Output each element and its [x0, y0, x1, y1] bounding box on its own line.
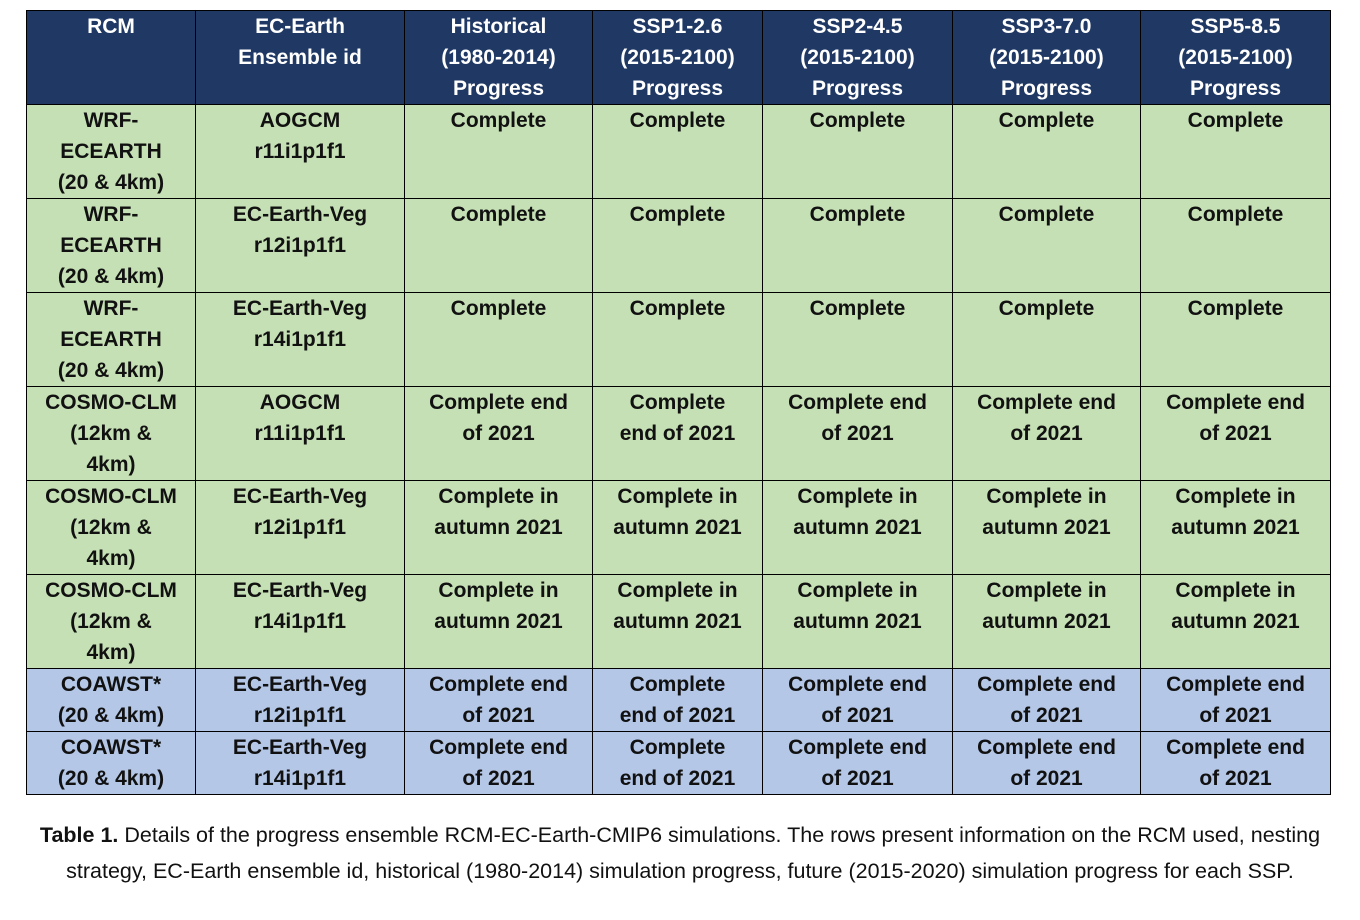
header-rcm: RCM — [26, 10, 196, 105]
cell-ensemble: AOGCM r11i1p1f1 — [195, 104, 405, 199]
cell-ensemble: EC-Earth-Veg r12i1p1f1 — [195, 198, 405, 293]
cell-ensemble: EC-Earth-Veg r12i1p1f1 — [195, 480, 405, 575]
cell-ssp245: Complete end of 2021 — [762, 731, 953, 795]
cell-historical: Complete — [404, 292, 593, 387]
cell-ssp126: Complete end of 2021 — [592, 731, 763, 795]
cell-ssp585: Complete — [1140, 104, 1331, 199]
table-caption: Table 1. Details of the progress ensembl… — [0, 817, 1360, 889]
cell-historical: Complete end of 2021 — [404, 731, 593, 795]
cell-rcm: COSMO-CLM (12km & 4km) — [26, 386, 196, 481]
cell-ssp370: Complete end of 2021 — [952, 731, 1141, 795]
progress-table: RCM EC-Earth Ensemble id Historical (198… — [26, 10, 1331, 795]
header-ensemble-id: EC-Earth Ensemble id — [195, 10, 405, 105]
cell-rcm: WRF- ECEARTH (20 & 4km) — [26, 292, 196, 387]
cell-ensemble: EC-Earth-Veg r12i1p1f1 — [195, 668, 405, 732]
cell-ssp370: Complete end of 2021 — [952, 386, 1141, 481]
cell-ssp245: Complete — [762, 198, 953, 293]
cell-historical: Complete end of 2021 — [404, 386, 593, 481]
cell-ssp370: Complete — [952, 104, 1141, 199]
table-row: WRF- ECEARTH (20 & 4km) EC-Earth-Veg r14i… — [26, 292, 1331, 387]
cell-ssp370: Complete in autumn 2021 — [952, 574, 1141, 669]
cell-ssp585: Complete in autumn 2021 — [1140, 574, 1331, 669]
table-row: COSMO-CLM (12km & 4km) AOGCM r11i1p1f1 Com… — [26, 386, 1331, 481]
cell-rcm: COAWST* (20 & 4km) — [26, 731, 196, 795]
cell-ensemble: EC-Earth-Veg r14i1p1f1 — [195, 292, 405, 387]
cell-ssp245: Complete in autumn 2021 — [762, 480, 953, 575]
cell-rcm: WRF- ECEARTH (20 & 4km) — [26, 104, 196, 199]
cell-ssp370: Complete in autumn 2021 — [952, 480, 1141, 575]
cell-historical: Complete — [404, 104, 593, 199]
cell-ssp585: Complete end of 2021 — [1140, 386, 1331, 481]
header-row: RCM EC-Earth Ensemble id Historical (198… — [26, 10, 1331, 105]
table-row: COSMO-CLM (12km & 4km) EC-Earth-Veg r14i1… — [26, 574, 1331, 669]
header-ssp585: SSP5-8.5 (2015-2100) Progress — [1140, 10, 1331, 105]
cell-ssp245: Complete — [762, 292, 953, 387]
cell-ssp126: Complete in autumn 2021 — [592, 574, 763, 669]
header-ssp370: SSP3-7.0 (2015-2100) Progress — [952, 10, 1141, 105]
cell-ssp370: Complete end of 2021 — [952, 668, 1141, 732]
cell-ensemble: EC-Earth-Veg r14i1p1f1 — [195, 731, 405, 795]
header-historical: Historical (1980-2014) Progress — [404, 10, 593, 105]
cell-historical: Complete end of 2021 — [404, 668, 593, 732]
cell-ssp245: Complete end of 2021 — [762, 386, 953, 481]
header-ssp245: SSP2-4.5 (2015-2100) Progress — [762, 10, 953, 105]
cell-historical: Complete in autumn 2021 — [404, 480, 593, 575]
cell-ensemble: AOGCM r11i1p1f1 — [195, 386, 405, 481]
cell-ssp585: Complete end of 2021 — [1140, 731, 1331, 795]
cell-ssp126: Complete end of 2021 — [592, 668, 763, 732]
cell-rcm: COSMO-CLM (12km & 4km) — [26, 480, 196, 575]
cell-ssp126: Complete in autumn 2021 — [592, 480, 763, 575]
cell-ssp126: Complete end of 2021 — [592, 386, 763, 481]
cell-ssp585: Complete — [1140, 292, 1331, 387]
cell-historical: Complete in autumn 2021 — [404, 574, 593, 669]
cell-ssp245: Complete in autumn 2021 — [762, 574, 953, 669]
cell-ssp585: Complete — [1140, 198, 1331, 293]
cell-ssp126: Complete — [592, 104, 763, 199]
cell-rcm: COAWST* (20 & 4km) — [26, 668, 196, 732]
cell-ssp126: Complete — [592, 198, 763, 293]
cell-ssp245: Complete — [762, 104, 953, 199]
caption-text: Details of the progress ensemble RCM-EC-… — [66, 823, 1321, 883]
cell-ssp370: Complete — [952, 198, 1141, 293]
caption-label: Table 1. — [39, 823, 119, 847]
cell-historical: Complete — [404, 198, 593, 293]
cell-ssp585: Complete end of 2021 — [1140, 668, 1331, 732]
table-row: WRF- ECEARTH (20 & 4km) EC-Earth-Veg r12i… — [26, 198, 1331, 293]
cell-ensemble: EC-Earth-Veg r14i1p1f1 — [195, 574, 405, 669]
cell-rcm: COSMO-CLM (12km & 4km) — [26, 574, 196, 669]
cell-ssp126: Complete — [592, 292, 763, 387]
cell-ssp585: Complete in autumn 2021 — [1140, 480, 1331, 575]
table-row: COAWST* (20 & 4km) EC-Earth-Veg r14i1p1f1… — [26, 731, 1331, 795]
table-row: COSMO-CLM (12km & 4km) EC-Earth-Veg r12i1… — [26, 480, 1331, 575]
table-row: COAWST* (20 & 4km) EC-Earth-Veg r12i1p1f1… — [26, 668, 1331, 732]
cell-ssp370: Complete — [952, 292, 1141, 387]
cell-ssp245: Complete end of 2021 — [762, 668, 953, 732]
header-ssp126: SSP1-2.6 (2015-2100) Progress — [592, 10, 763, 105]
table-row: WRF- ECEARTH (20 & 4km) AOGCM r11i1p1f1 Co… — [26, 104, 1331, 199]
cell-rcm: WRF- ECEARTH (20 & 4km) — [26, 198, 196, 293]
